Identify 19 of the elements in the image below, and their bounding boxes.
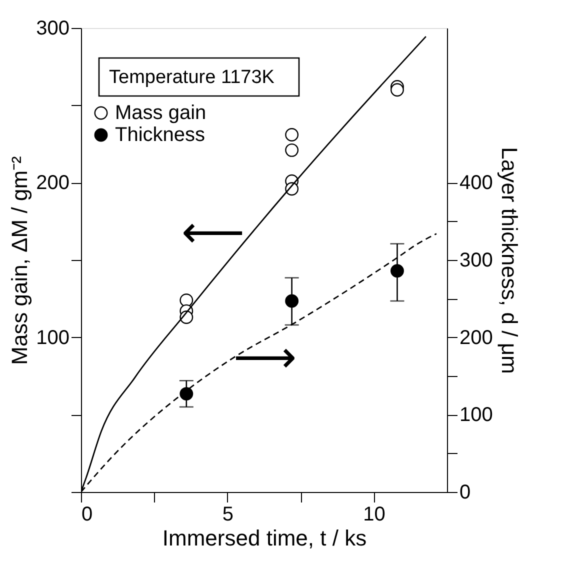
y-tick-label: 100 [36, 326, 70, 349]
legend-label: Mass gain [115, 102, 206, 124]
x-tick-label: 0 [82, 504, 93, 526]
annotation: Temperature 1173K [109, 67, 275, 88]
y2-tick-label: 300 [460, 250, 493, 272]
y-tick-label: 300 [36, 18, 70, 40]
x-axis-title: Immersed time, t / ks [162, 526, 367, 550]
y2-tick-label: 200 [460, 326, 493, 349]
annotation: ⟵ [181, 207, 245, 258]
y2-axis-title: Layer thickness, d / μm [496, 147, 522, 374]
y-axis-title: Mass gain, ΔM / gm⁻² [7, 156, 32, 365]
x-tick-label: 5 [222, 504, 234, 526]
annotation: ⟶ [233, 332, 297, 383]
y2-tick-label: 400 [460, 172, 493, 194]
y2-tick-label: 0 [460, 482, 471, 504]
y2-tick-label: 100 [460, 404, 493, 426]
y-tick-label: 200 [36, 172, 70, 194]
x-tick-label: 10 [363, 504, 386, 526]
legend-label: Thickness [115, 124, 206, 146]
